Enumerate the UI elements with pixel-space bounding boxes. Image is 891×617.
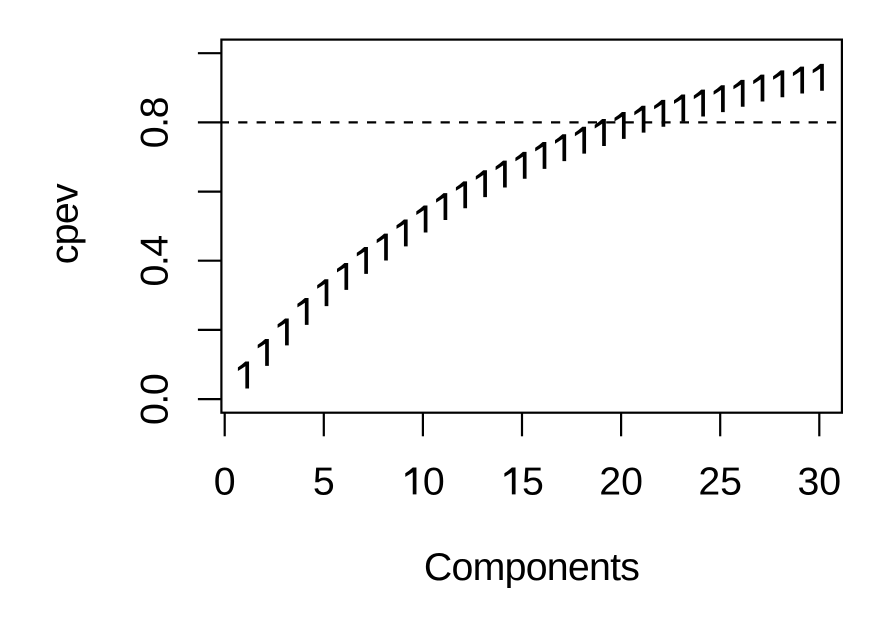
svg-text:0.8: 0.8 (132, 97, 176, 149)
svg-text:Components: Components (424, 545, 640, 589)
svg-text:5: 5 (522, 459, 544, 503)
svg-text:0.0: 0.0 (132, 373, 176, 425)
svg-text:20: 20 (599, 459, 643, 503)
svg-text:0: 0 (214, 459, 236, 503)
svg-text:0.4: 0.4 (132, 235, 176, 287)
svg-text:cpev: cpev (43, 183, 87, 264)
svg-text:0: 0 (423, 459, 445, 503)
svg-text:30: 30 (797, 459, 841, 503)
svg-text:25: 25 (698, 459, 742, 503)
svg-text:5: 5 (313, 459, 335, 503)
